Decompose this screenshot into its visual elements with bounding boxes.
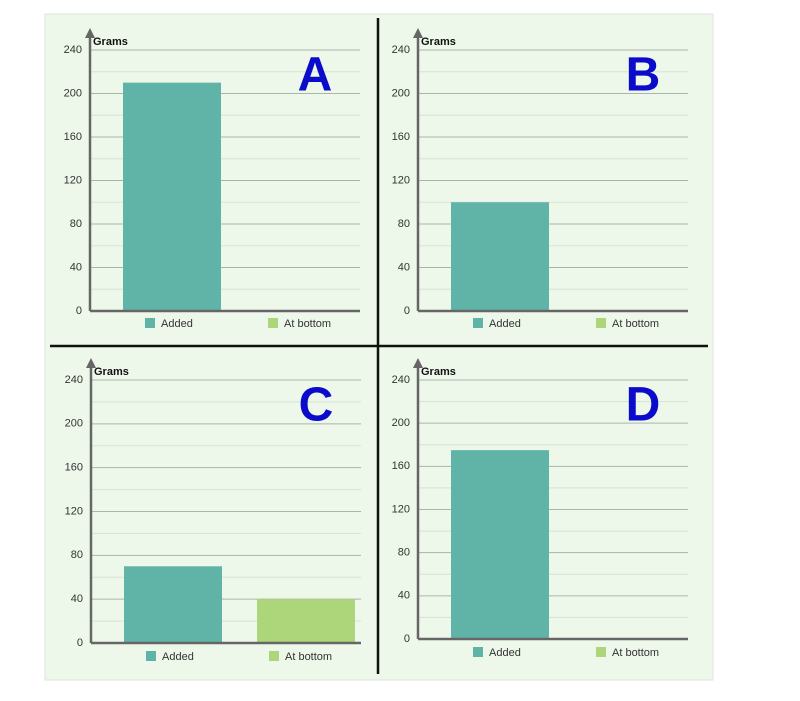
legend-label: At bottom xyxy=(612,318,659,330)
y-tick-label: 240 xyxy=(64,44,82,56)
y-tick-label: 0 xyxy=(76,305,82,317)
bar xyxy=(451,450,549,639)
y-tick-label: 120 xyxy=(392,503,410,515)
y-tick-label: 240 xyxy=(392,44,410,56)
y-axis-label: Grams xyxy=(421,36,456,48)
legend-label: Added xyxy=(489,318,521,330)
axis-arrow xyxy=(86,358,96,368)
legend-swatch xyxy=(596,318,606,328)
panel-letter: C xyxy=(299,379,334,432)
y-tick-label: 0 xyxy=(77,637,83,649)
bar xyxy=(257,599,355,643)
axis-arrow xyxy=(413,28,423,38)
y-tick-label: 40 xyxy=(398,261,410,273)
y-axis-label: Grams xyxy=(94,366,129,378)
panel-letter: D xyxy=(626,379,661,432)
y-tick-label: 80 xyxy=(71,549,83,561)
legend-swatch xyxy=(146,651,156,661)
legend-label: Added xyxy=(161,318,193,330)
y-tick-label: 120 xyxy=(392,174,410,186)
panel-letter: B xyxy=(626,49,661,102)
y-tick-label: 40 xyxy=(71,593,83,605)
y-tick-label: 80 xyxy=(70,218,82,230)
y-tick-label: 200 xyxy=(64,87,82,99)
y-tick-label: 120 xyxy=(65,505,83,517)
legend-label: At bottom xyxy=(284,318,331,330)
y-tick-label: 40 xyxy=(398,590,410,602)
axis-arrow xyxy=(413,358,423,368)
legend-swatch xyxy=(269,651,279,661)
legend-label: At bottom xyxy=(285,651,332,663)
legend-swatch xyxy=(473,647,483,657)
legend-swatch xyxy=(596,647,606,657)
y-axis-label: Grams xyxy=(421,366,456,378)
y-tick-label: 200 xyxy=(392,417,410,429)
legend-swatch xyxy=(268,318,278,328)
y-tick-label: 80 xyxy=(398,218,410,230)
axis-arrow xyxy=(85,28,95,38)
bar xyxy=(123,82,221,311)
y-tick-label: 160 xyxy=(64,131,82,143)
y-axis-label: Grams xyxy=(93,36,128,48)
legend-swatch xyxy=(473,318,483,328)
legend-label: Added xyxy=(489,647,521,659)
y-tick-label: 160 xyxy=(65,462,83,474)
panel-letter: A xyxy=(298,49,333,102)
y-tick-label: 200 xyxy=(392,87,410,99)
legend-swatch xyxy=(145,318,155,328)
y-tick-label: 200 xyxy=(65,418,83,430)
legend-label: At bottom xyxy=(612,647,659,659)
legend-label: Added xyxy=(162,651,194,663)
y-tick-label: 240 xyxy=(392,374,410,386)
y-tick-label: 120 xyxy=(64,174,82,186)
y-tick-label: 160 xyxy=(392,131,410,143)
y-tick-label: 160 xyxy=(392,460,410,472)
y-tick-label: 40 xyxy=(70,261,82,273)
y-tick-label: 80 xyxy=(398,547,410,559)
y-tick-label: 240 xyxy=(65,374,83,386)
bar xyxy=(124,566,222,643)
y-tick-label: 0 xyxy=(404,305,410,317)
y-tick-label: 0 xyxy=(404,633,410,645)
bar xyxy=(451,202,549,311)
